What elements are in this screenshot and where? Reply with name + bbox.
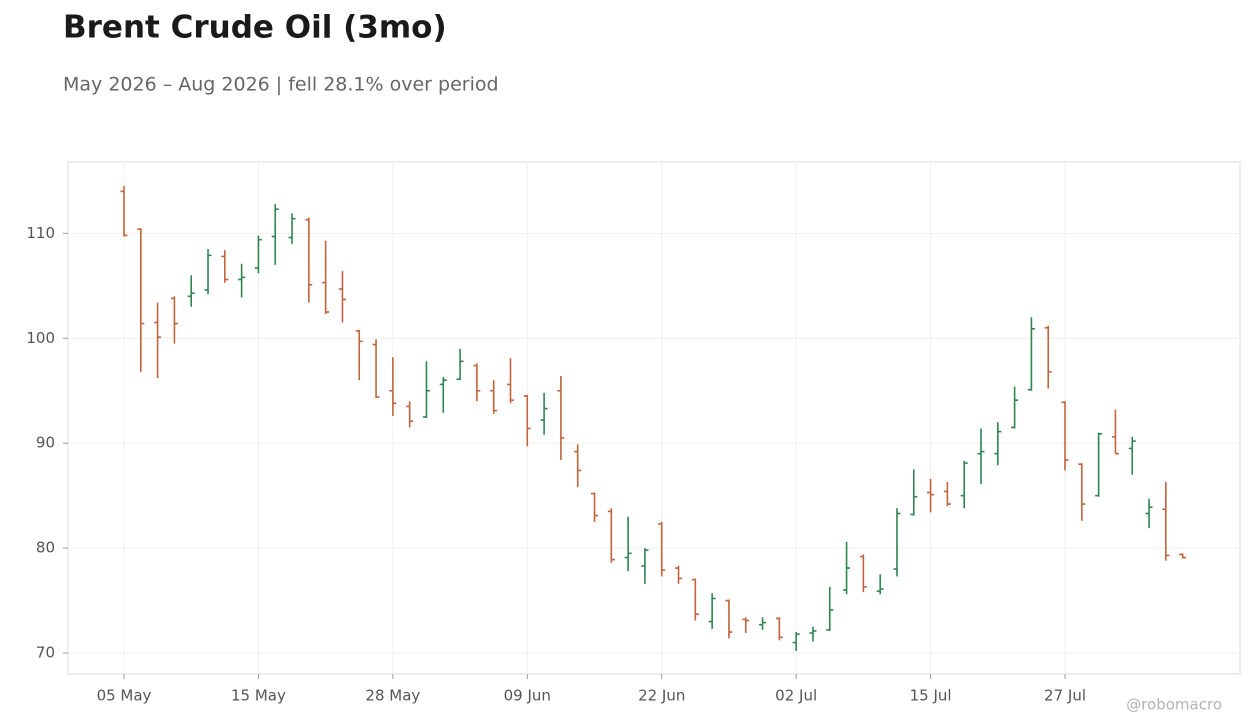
y-tick-label: 90 bbox=[36, 434, 55, 452]
plot-frame bbox=[67, 161, 1241, 675]
x-tick-label: 15 May bbox=[231, 687, 286, 705]
watermark: @robomacro bbox=[1126, 696, 1222, 714]
y-tick-label: 110 bbox=[26, 224, 55, 242]
x-tick-label: 22 Jun bbox=[638, 687, 685, 705]
x-tick-label: 02 Jul bbox=[775, 687, 817, 705]
y-tick-label: 70 bbox=[36, 644, 55, 662]
chart-subtitle: May 2026 – Aug 2026 | fell 28.1% over pe… bbox=[63, 74, 499, 96]
y-tick-label: 100 bbox=[26, 329, 55, 347]
x-tick-label: 05 May bbox=[97, 687, 152, 705]
x-tick-label: 28 May bbox=[365, 687, 420, 705]
x-tick-label: 15 Jul bbox=[910, 687, 952, 705]
x-tick-label: 27 Jul bbox=[1044, 687, 1086, 705]
chart-title: Brent Crude Oil (3mo) bbox=[63, 10, 447, 46]
x-tick-label: 09 Jun bbox=[504, 687, 551, 705]
y-tick-label: 80 bbox=[36, 539, 55, 557]
